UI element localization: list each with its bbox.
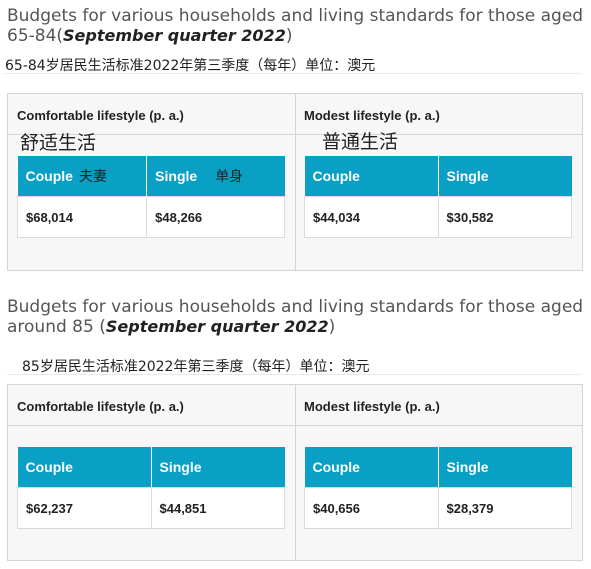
section2-comfortable-title: Comfortable lifestyle (p. a.) — [17, 399, 184, 414]
section1-column-divider — [295, 94, 296, 270]
section2-heading: Budgets for various households and livin… — [7, 297, 587, 337]
single-value: $44,851 — [150, 487, 285, 529]
single-value: $30,582 — [437, 196, 572, 238]
section1-modest-title: Modest lifestyle (p. a.) — [304, 108, 440, 123]
section1-modest-annotation: 普通生活 — [322, 131, 399, 153]
section1-modest-table: Couple Single $44,034 $30,582 — [304, 156, 572, 238]
table-row: $44,034 $30,582 — [304, 196, 572, 238]
section2-panel: Comfortable lifestyle (p. a.) Modest lif… — [7, 384, 583, 561]
column-header-couple: Couple — [17, 447, 152, 488]
column-header-couple: Couple — [304, 156, 439, 197]
table-row: $68,014 $48,266 — [16, 196, 285, 238]
column-header-single: Single — [438, 447, 572, 488]
table-header-row: Couple Single — [304, 156, 572, 197]
couple-value: $68,014 — [16, 196, 148, 238]
couple-value: $40,656 — [304, 487, 439, 529]
single-value: $28,379 — [437, 487, 572, 529]
section1-heading: Budgets for various households and livin… — [7, 6, 587, 46]
section1-comfortable-title: Comfortable lifestyle (p. a.) — [17, 108, 184, 123]
section2-heading-quarter: September quarter 2022 — [105, 317, 329, 336]
section1-header-rule — [8, 134, 582, 135]
column-header-chinese: 夫妻 — [78, 169, 107, 185]
column-header-single: Single — [438, 156, 572, 197]
section1-comfortable-table: Couple 夫妻 Single 单身 $68,014 $48,266 — [16, 156, 285, 238]
column-header-label: Single — [155, 168, 198, 184]
section1-caption-rule — [5, 73, 581, 74]
couple-value: $44,034 — [304, 196, 439, 238]
section2-heading-text: Budgets for various households and livin… — [7, 297, 584, 337]
table-header-row: Couple 夫妻 Single 单身 — [17, 156, 285, 197]
couple-value: $62,237 — [17, 487, 152, 529]
column-header-single: Single — [151, 447, 285, 488]
column-header-couple: Couple 夫妻 — [17, 156, 148, 197]
section1-heading-suffix: ) — [285, 26, 293, 46]
column-header-couple: Couple — [304, 447, 439, 488]
column-header-chinese: 单身 — [215, 169, 244, 185]
section2-modest-title: Modest lifestyle (p. a.) — [304, 399, 440, 414]
section2-caption-rule — [7, 374, 581, 375]
section1-heading-quarter: September quarter 2022 — [63, 26, 286, 45]
section2-chinese-caption: 85岁居民生活标准2022年第三季度（每年）单位：澳元 — [22, 359, 370, 375]
section2-column-divider — [295, 385, 296, 560]
table-header-row: Couple Single — [17, 447, 285, 488]
section1-chinese-caption: 65-84岁居民生活标准2022年第三季度（每年）单位：澳元 — [5, 58, 376, 74]
table-header-row: Couple Single — [304, 447, 572, 488]
single-value: $48,266 — [146, 196, 285, 238]
section1-comfortable-annotation: 舒适生活 — [20, 132, 97, 154]
section1-panel: Comfortable lifestyle (p. a.) Modest lif… — [7, 93, 583, 271]
column-header-label: Couple — [25, 168, 73, 184]
section1-heading-text: Budgets for various households and livin… — [7, 6, 584, 46]
table-row: $62,237 $44,851 — [17, 487, 285, 529]
section2-modest-table: Couple Single $40,656 $28,379 — [304, 447, 572, 529]
table-row: $40,656 $28,379 — [304, 487, 572, 529]
section2-heading-suffix: ) — [328, 317, 336, 337]
column-header-single: Single 单身 — [146, 156, 285, 197]
section2-comfortable-table: Couple Single $62,237 $44,851 — [17, 447, 285, 529]
section2-header-rule — [8, 425, 582, 426]
